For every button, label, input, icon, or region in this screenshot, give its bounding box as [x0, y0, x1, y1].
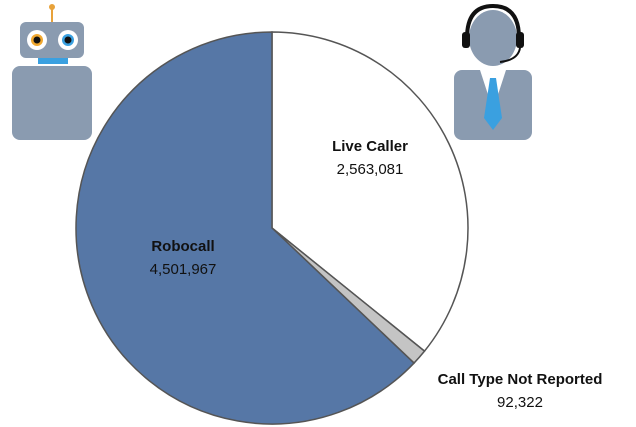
- slice-value: 4,501,967: [150, 261, 217, 278]
- slice-value: 92,322: [497, 394, 543, 411]
- pie-slice: [271, 31, 469, 353]
- slice-label: Live Caller: [332, 138, 408, 155]
- robot-icon: [12, 4, 92, 140]
- pie-slice: [75, 31, 416, 425]
- person-icon: [454, 3, 532, 140]
- slice-label: Call Type Not Reported: [438, 371, 603, 388]
- slice-label: Robocall: [151, 238, 214, 255]
- slice-value: 2,563,081: [337, 161, 404, 178]
